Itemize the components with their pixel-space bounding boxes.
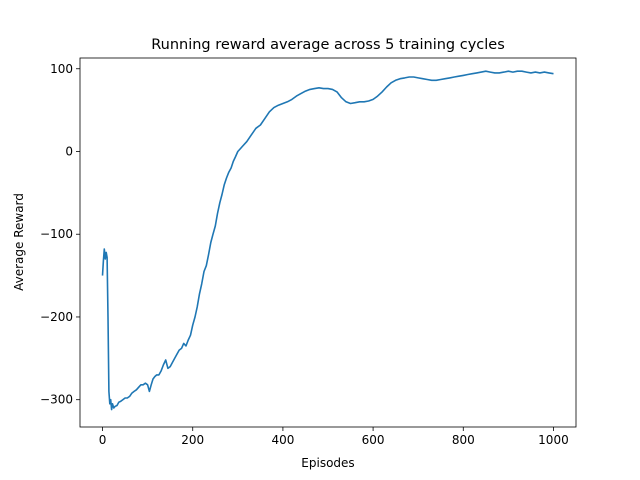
x-tick-label: 800 [452,433,475,447]
x-tick-label: 1000 [538,433,569,447]
x-tick-label: 400 [271,433,294,447]
x-tick-label: 0 [99,433,107,447]
x-axis: 0 200 400 600 800 1000 [99,427,569,447]
y-axis-label: Average Reward [12,193,26,291]
plot-area [79,57,577,428]
y-tick-label: −100 [40,227,73,241]
chart-title: Running reward average across 5 training… [151,37,505,53]
y-tick-label: 0 [65,144,73,158]
x-axis-label: Episodes [301,456,354,470]
y-tick-label: 100 [50,62,73,76]
y-tick-label: −200 [40,310,73,324]
x-tick-label: 600 [362,433,385,447]
series-line [101,70,554,411]
y-tick-label: −300 [40,393,73,407]
x-tick-label: 200 [181,433,204,447]
y-axis: −300 −200 −100 0 100 [40,62,80,407]
